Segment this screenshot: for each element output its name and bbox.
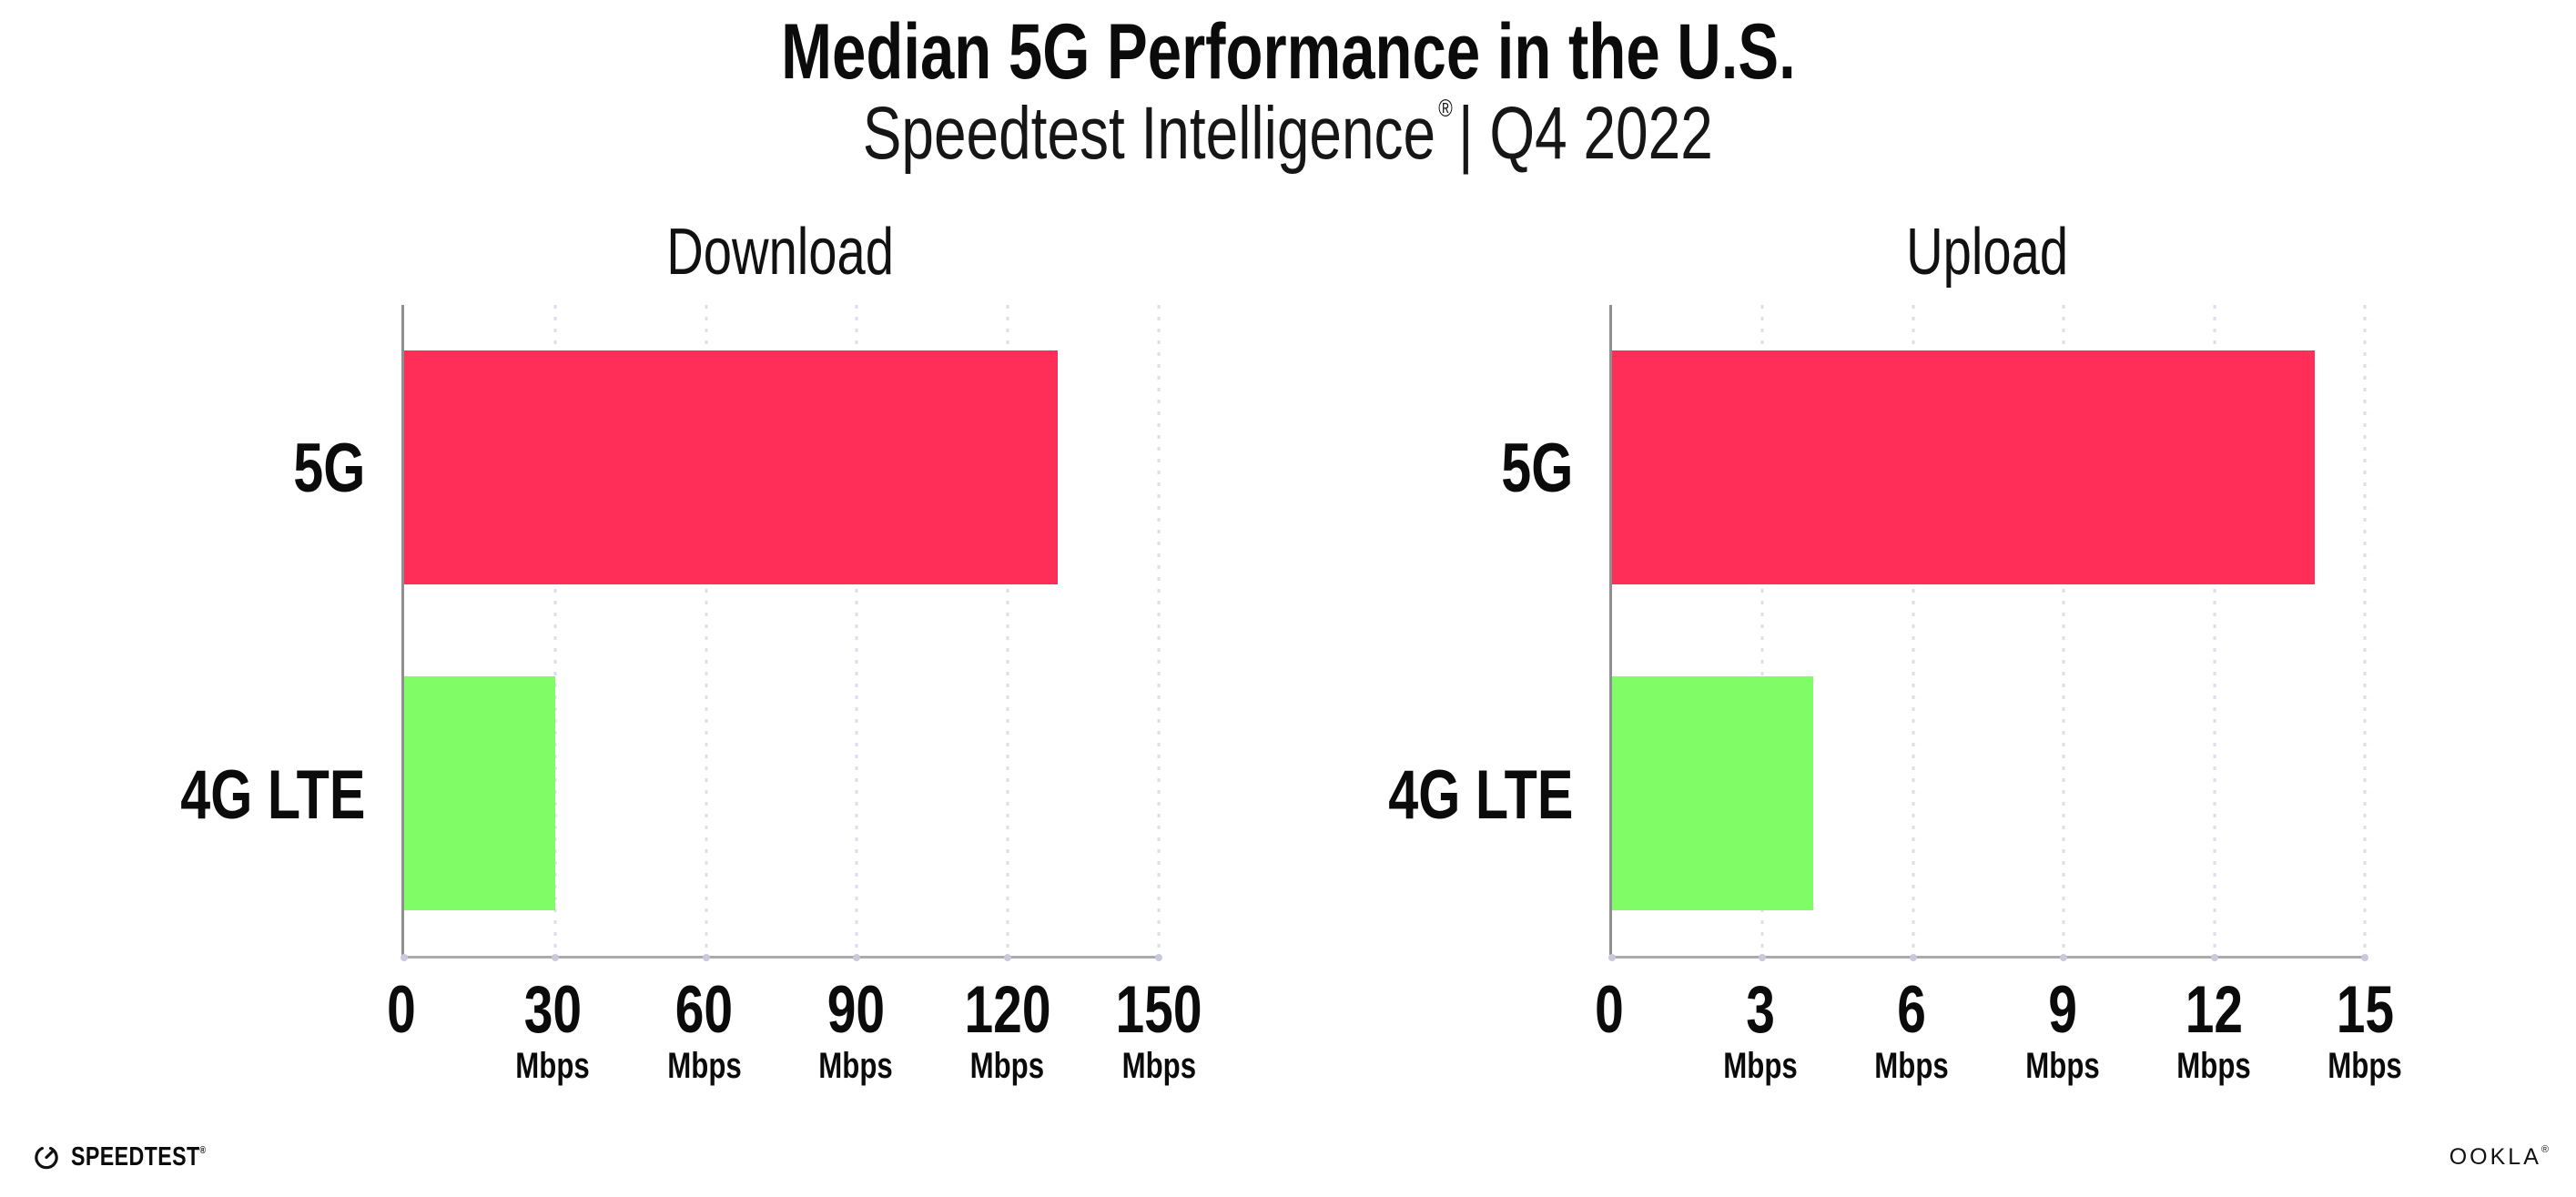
gridline [855,305,858,956]
axis-tick-dot [401,954,408,961]
gridline [553,305,557,956]
category-label-4g-lte: 4G LTE [179,756,365,834]
axis-tick-dot [551,954,559,961]
ookla-wordmark: OOKLA [2449,1144,2541,1170]
gridline [2062,305,2065,956]
x-tick-unit: Mbps [1723,1046,1798,1086]
axis-tick-dot [702,954,710,961]
axis-tick-dot [1004,954,1012,961]
plot-area [401,305,1162,961]
category-label-5g: 5G [1500,429,1573,507]
x-tick-label: 12 Mbps [2166,977,2261,1084]
bar-5g [404,350,1059,585]
download-chart-title: Download [401,219,1159,285]
x-tick-label: 6 Mbps [1864,977,1959,1084]
x-tick-value: 0 [1595,973,1624,1047]
x-tick-value: 12 [2185,973,2243,1047]
axis-tick-dot [1608,954,1616,961]
x-tick-value: 150 [1115,973,1202,1047]
x-tick-label: 120 Mbps [952,977,1063,1084]
gridline [1912,305,1915,956]
axis-tick-dot [853,954,861,961]
axis-tick-dot [1909,954,1917,961]
x-tick-label: 0 [383,977,421,1043]
x-tick-unit: Mbps [969,1046,1045,1086]
category-label-5g: 5G [292,429,365,507]
chart-title-text: Upload [1906,216,2068,289]
registered-mark: ® [2541,1144,2549,1155]
x-tick-value: 120 [964,973,1051,1047]
category-label-4g-lte: 4G LTE [1387,756,1573,834]
x-ticks: 0 3 Mbps 6 Mbps 9 Mbps 12 Mbps 15 Mbps [1595,959,2402,1113]
x-ticks: 0 30 Mbps 60 Mbps 90 Mbps 120 Mbps 150 Mbps [387,959,1202,1113]
x-tick-value: 30 [523,973,583,1047]
page-title: Median 5G Performance in the U.S. [0,9,2576,96]
registered-mark: ® [1438,95,1454,122]
x-tick-value: 9 [2048,973,2077,1047]
x-tick-label: 150 Mbps [1103,977,1214,1084]
x-tick-label: 3 Mbps [1713,977,1808,1084]
registered-mark: ® [199,1144,207,1156]
x-tick-unit: Mbps [1121,1046,1196,1086]
x-tick-unit: Mbps [2176,1046,2251,1086]
gridline [1006,305,1009,956]
gridline [2363,305,2367,956]
upload-chart: Upload 5G 4G LTE 0 3 Mbps 6 Mbps 9 Mbps 12 Mbps 15… [1388,219,2402,1084]
ookla-logo: OOKLA® [2449,1145,2549,1169]
axis-tick-dot [2060,954,2068,961]
speedtest-logo: SPEEDTEST® [33,1143,239,1171]
x-tick-unit: Mbps [2025,1046,2100,1086]
x-tick-label: 0 [1591,977,1628,1043]
x-tick-value: 6 [1897,973,1926,1047]
x-tick-label: 60 Mbps [657,977,752,1084]
gridline [705,305,708,956]
x-tick-unit: Mbps [515,1046,591,1086]
subtitle-brand: Speedtest Intelligence [862,92,1436,175]
x-tick-label: 15 Mbps [2317,977,2412,1084]
x-tick-unit: Mbps [1874,1046,1949,1086]
chart-title-text: Download [666,216,894,289]
x-tick-value: 15 [2336,973,2394,1047]
gridline [2213,305,2216,956]
x-tick-label: 30 Mbps [505,977,600,1084]
x-tick-unit: Mbps [818,1046,893,1086]
axis-tick-dot [2210,954,2218,961]
bar-4g-lte [404,675,555,910]
page-title-text: Median 5G Performance in the U.S. [780,8,1796,96]
speedtest-wordmark: SPEEDTEST [71,1141,200,1172]
upload-chart-title: Upload [1609,219,2365,285]
x-tick-value: 3 [1746,973,1775,1047]
x-tick-value: 60 [675,973,734,1047]
axis-tick-dot [1759,954,1767,961]
x-tick-value: 90 [827,973,885,1047]
bar-5g [1612,350,2315,585]
speedtest-gauge-icon [35,1146,58,1170]
subtitle-period: | Q4 2022 [1458,92,1714,175]
page-subtitle: Speedtest Intelligence ®| Q4 2022 [0,91,2576,177]
row-labels: 5G 4G LTE [19,305,401,959]
gridline [1760,305,1764,956]
bar-4g-lte [1612,675,1813,910]
x-tick-label: 90 Mbps [808,977,903,1084]
x-tick-unit: Mbps [2328,1046,2402,1086]
download-chart: Download 5G 4G LTE 0 30 Mbps 60 Mbps 90 Mbps 120… [180,219,1202,1084]
x-tick-unit: Mbps [667,1046,742,1086]
gridline [1157,305,1161,956]
row-labels: 5G 4G LTE [1227,305,1609,959]
axis-tick-dot [2361,954,2368,961]
plot-area [1608,305,2368,961]
x-tick-value: 0 [387,973,416,1047]
x-tick-label: 9 Mbps [2015,977,2110,1084]
axis-tick-dot [1155,954,1162,961]
